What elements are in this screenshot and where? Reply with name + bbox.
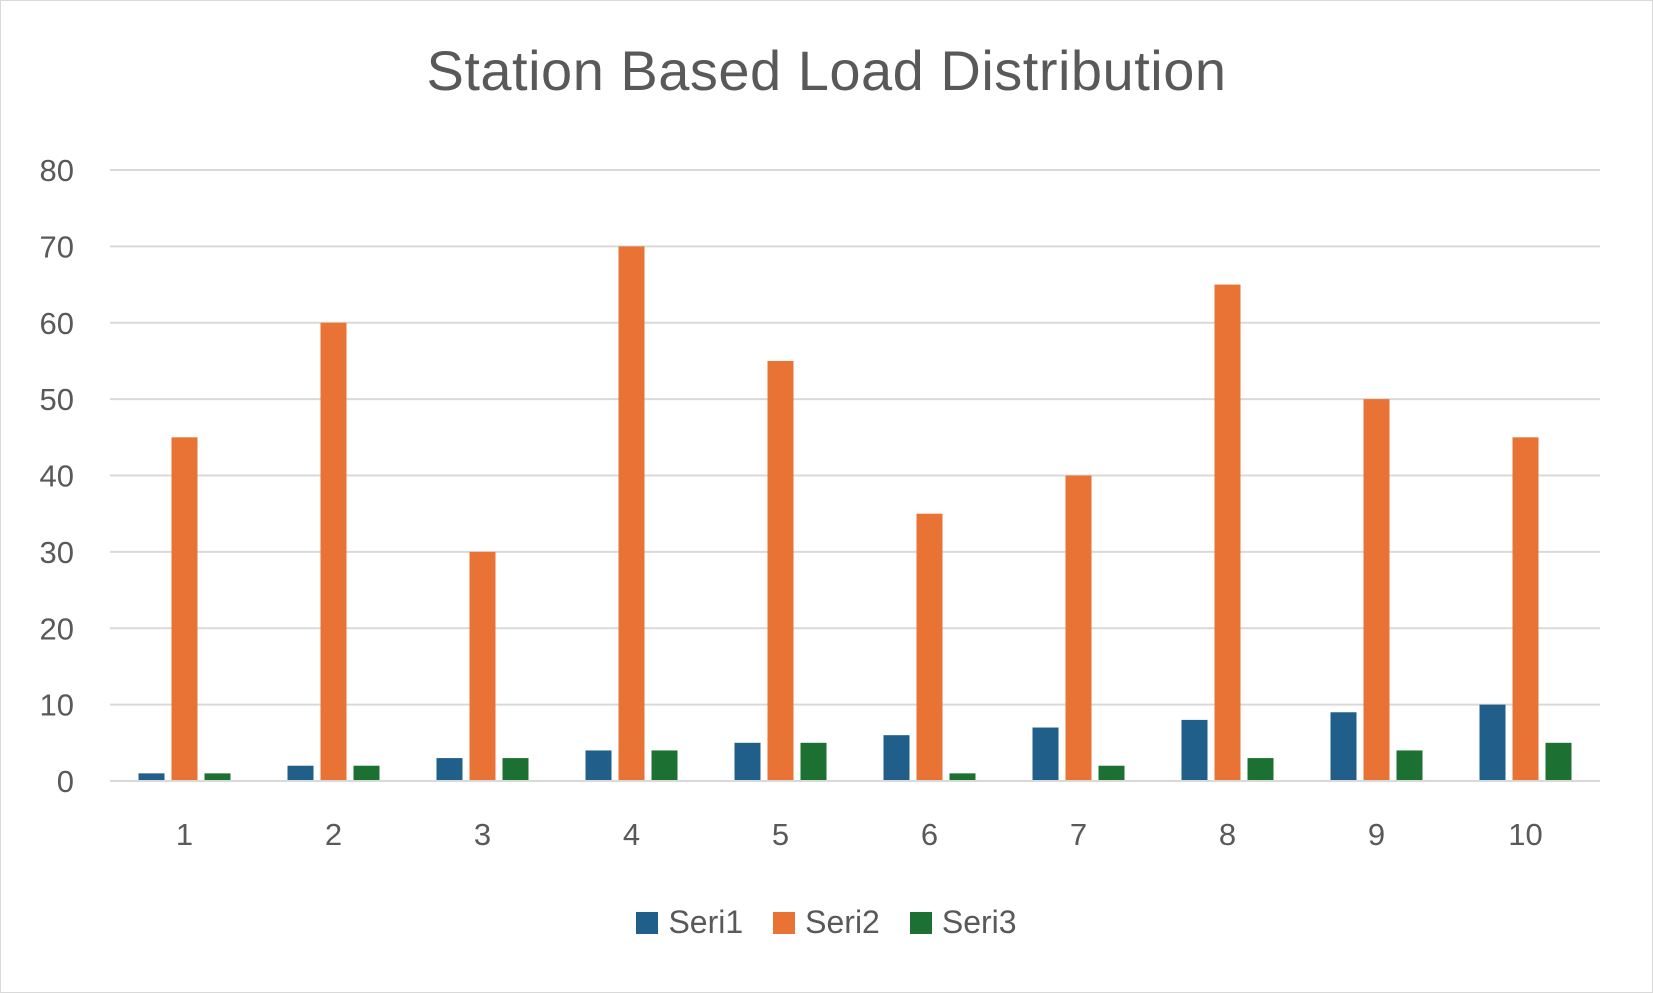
bar-seri3-7 (1098, 765, 1125, 781)
x-tick-label-10: 10 (1508, 817, 1542, 852)
bar-seri3-2 (353, 765, 380, 781)
bar-seri2-5 (767, 360, 794, 781)
bar-seri3-1 (204, 773, 231, 781)
bar-seri3-8 (1247, 758, 1274, 781)
y-tick-label-10: 10 (40, 688, 74, 723)
bar-seri2-9 (1363, 399, 1390, 781)
bar-seri2-2 (320, 322, 347, 781)
legend-item-seri2: Seri2 (773, 904, 880, 941)
bar-seri1-4 (585, 750, 612, 781)
x-tick-label-9: 9 (1368, 817, 1385, 852)
bar-seri2-8 (1214, 284, 1241, 781)
bar-seri2-1 (171, 437, 198, 781)
legend-label-seri1: Seri1 (668, 904, 744, 940)
legend-label-seri2: Seri2 (805, 904, 880, 940)
bar-seri1-9 (1330, 712, 1357, 781)
legend-label-seri3: Seri3 (941, 904, 1017, 940)
chart-legend: Seri1 Seri2 Seri3 (0, 904, 1653, 941)
bar-seri2-6 (916, 513, 943, 781)
bar-seri1-8 (1181, 719, 1208, 781)
bar-seri2-7 (1065, 475, 1092, 781)
y-tick-label-60: 60 (40, 306, 74, 341)
bar-seri2-3 (469, 551, 496, 781)
y-tick-label-20: 20 (40, 611, 74, 646)
y-tick-label-40: 40 (40, 459, 74, 494)
chart-title: Station Based Load Distribution (426, 39, 1227, 102)
bar-seri1-6 (883, 735, 910, 781)
y-tick-label-80: 80 (40, 153, 74, 188)
bar-seri3-3 (502, 758, 529, 781)
legend-swatch-seri3 (909, 911, 932, 934)
bar-seri3-9 (1396, 750, 1423, 781)
bar-seri1-3 (436, 758, 463, 781)
bar-seri1-7 (1032, 727, 1059, 781)
bar-seri3-4 (651, 750, 678, 781)
x-tick-label-4: 4 (623, 817, 640, 852)
bar-seri1-10 (1479, 704, 1506, 781)
bar-seri1-5 (734, 742, 761, 781)
x-tick-label-2: 2 (325, 817, 342, 852)
y-tick-label-0: 0 (57, 764, 74, 799)
bar-seri2-4 (618, 246, 645, 781)
x-tick-label-7: 7 (1070, 817, 1087, 852)
y-tick-label-30: 30 (40, 535, 74, 570)
y-tick-label-50: 50 (40, 382, 74, 417)
x-tick-label-6: 6 (921, 817, 938, 852)
legend-item-seri1: Seri1 (636, 904, 743, 941)
legend-swatch-seri2 (773, 911, 796, 934)
bar-seri1-2 (287, 765, 314, 781)
legend-item-seri3: Seri3 (909, 904, 1017, 941)
x-tick-label-5: 5 (772, 817, 789, 852)
bar-seri3-10 (1545, 742, 1572, 781)
bar-seri3-6 (949, 773, 976, 781)
x-tick-label-1: 1 (176, 817, 193, 852)
bar-seri3-5 (800, 742, 827, 781)
bar-seri1-1 (138, 773, 165, 781)
x-tick-label-8: 8 (1219, 817, 1236, 852)
y-tick-label-70: 70 (40, 229, 74, 264)
legend-swatch-seri1 (636, 911, 659, 934)
x-tick-label-3: 3 (474, 817, 491, 852)
bar-seri2-10 (1512, 437, 1539, 781)
